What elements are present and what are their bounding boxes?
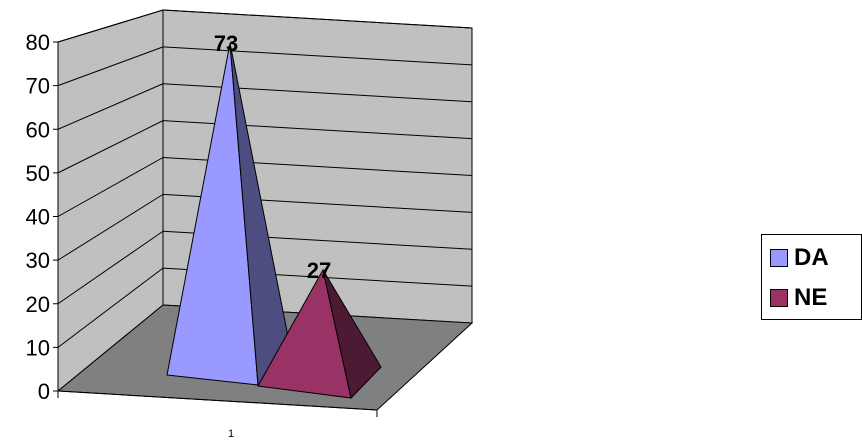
- x-axis: [57, 390, 378, 411]
- y-tick-label: 70: [26, 74, 50, 99]
- gridline-side: [57, 193, 164, 261]
- legend-label-da: DA: [794, 244, 829, 271]
- legend-item-da: DA: [770, 243, 829, 273]
- gridline-back: [162, 9, 473, 29]
- y-tick-label: 10: [26, 335, 50, 360]
- gridline-side: [57, 157, 164, 217]
- legend-item-ne: NE: [770, 283, 827, 313]
- legend: DA NE: [761, 234, 862, 320]
- y-tick-label: 20: [26, 292, 50, 317]
- y-tick-label: 50: [26, 161, 50, 186]
- legend-swatch-da: [770, 249, 788, 267]
- pyramid-ne-side: [322, 269, 382, 400]
- legend-swatch-ne: [770, 289, 788, 307]
- gridline-side: [57, 83, 164, 130]
- gridline-side: [57, 120, 164, 174]
- y-tick-label: 0: [38, 379, 50, 404]
- y-tick-label: 40: [26, 205, 50, 230]
- data-label-ne: 27: [307, 258, 331, 283]
- y-tick-label: 30: [26, 248, 50, 273]
- y-tick-label: 80: [26, 30, 50, 55]
- gridline-side: [57, 9, 164, 43]
- x-tick-label: 1: [228, 428, 234, 440]
- gridline-side: [57, 230, 164, 305]
- gridline-back: [162, 46, 473, 66]
- y-tick-label: 60: [26, 117, 50, 142]
- gridline-side: [57, 267, 164, 348]
- gridline-back: [162, 83, 473, 103]
- gridline-side: [57, 46, 164, 87]
- data-label-da: 73: [214, 31, 238, 56]
- legend-label-ne: NE: [794, 284, 828, 311]
